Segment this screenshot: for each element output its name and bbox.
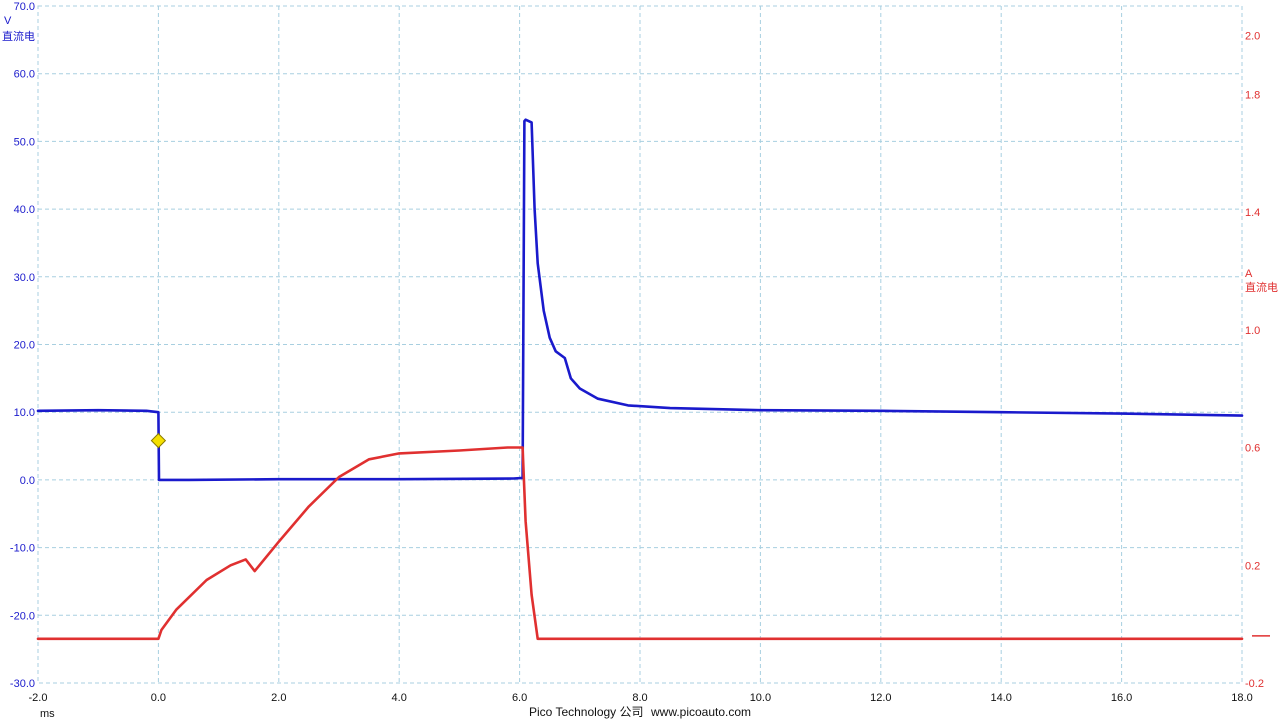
right-axis-coupling: 直流电	[1245, 280, 1278, 294]
left-tick-label: 30.0	[14, 272, 35, 284]
x-axis-unit: ms	[40, 708, 55, 720]
right-tick-label: 1.4	[1245, 207, 1260, 219]
left-tick-label: 70.0	[14, 1, 35, 13]
left-tick-label: 40.0	[14, 204, 35, 216]
left-tick-label: 0.0	[20, 475, 35, 487]
trigger-marker[interactable]	[150, 432, 167, 449]
right-tick-label: 1.8	[1245, 89, 1260, 101]
footer-brand: Pico Technology 公司	[529, 705, 644, 719]
left-tick-label: 10.0	[14, 407, 35, 419]
x-tick-label: 2.0	[271, 692, 286, 704]
left-axis-ticks: 70.0 60.0 50.0 40.0 30.0 20.0 10.0 0.0 -10.0 -20.…	[10, 1, 35, 690]
footer-url: www.picoauto.com	[650, 705, 751, 719]
current-trace	[36, 446, 1244, 641]
x-tick-label: 10.0	[750, 692, 771, 704]
left-axis-unit: V	[4, 15, 12, 27]
left-tick-label: -20.0	[10, 610, 35, 622]
right-tick-label: 2.0	[1245, 30, 1260, 42]
left-tick-label: 20.0	[14, 340, 35, 352]
x-tick-label: 4.0	[392, 692, 407, 704]
right-tick-label: 0.6	[1245, 443, 1260, 455]
x-tick-label: -2.0	[29, 692, 48, 704]
left-tick-label: 60.0	[14, 69, 35, 81]
left-tick-label: 50.0	[14, 136, 35, 148]
left-tick-label: -30.0	[10, 678, 35, 690]
right-tick-label: -0.2	[1245, 678, 1264, 690]
x-tick-label: 6.0	[512, 692, 527, 704]
right-tick-label: 0.2	[1245, 560, 1260, 572]
grid-lines	[37, 5, 1243, 684]
x-tick-label: 14.0	[990, 692, 1011, 704]
markers	[150, 432, 1270, 637]
x-tick-label: 16.0	[1111, 692, 1132, 704]
right-tick-label: 1.0	[1245, 325, 1260, 337]
x-axis-ticks: -2.0 0.0 2.0 4.0 6.0 8.0 10.0 12.0 14.0 16.0 18.0	[29, 692, 1253, 704]
left-axis-coupling: 直流电	[2, 29, 35, 43]
voltage-trace	[36, 118, 1244, 482]
x-tick-label: 8.0	[632, 692, 647, 704]
x-tick-label: 12.0	[870, 692, 891, 704]
right-axis-ticks: 2.0 1.8 1.4 1.0 0.6 0.2 -0.2	[1245, 30, 1264, 690]
left-tick-label: -10.0	[10, 543, 35, 555]
traces	[36, 118, 1244, 641]
x-tick-label: 18.0	[1231, 692, 1252, 704]
right-axis-unit: A	[1245, 268, 1253, 280]
x-tick-label: 0.0	[151, 692, 166, 704]
